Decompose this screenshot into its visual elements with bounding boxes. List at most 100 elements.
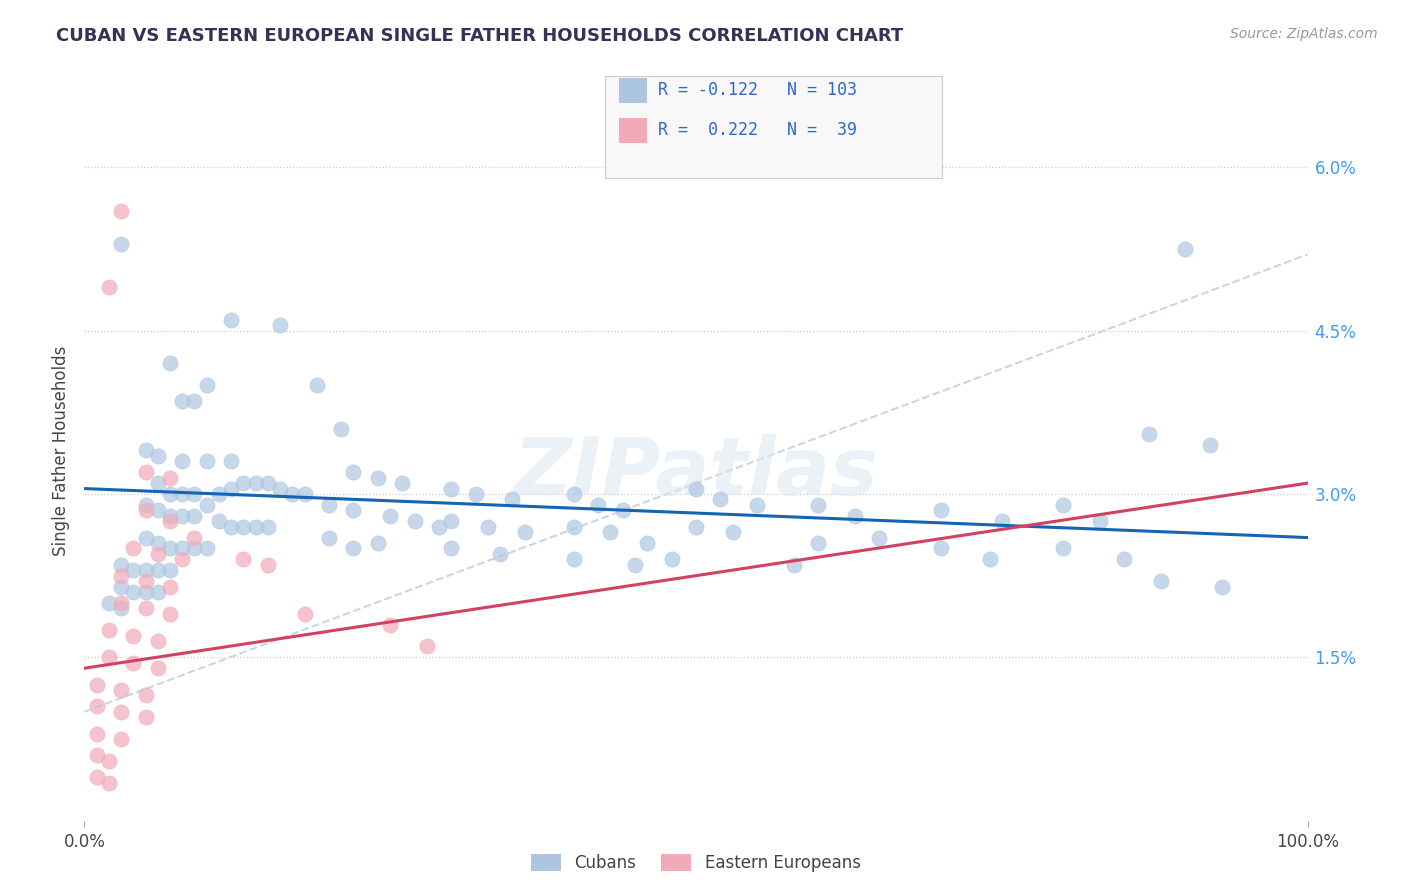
Point xyxy=(183,394,205,409)
Point xyxy=(219,519,242,533)
Text: N =  39: N = 39 xyxy=(787,121,858,139)
Point xyxy=(342,503,364,517)
Point xyxy=(159,487,181,501)
Point xyxy=(97,775,120,789)
Point xyxy=(367,471,389,485)
Point xyxy=(807,498,830,512)
Point xyxy=(380,617,402,632)
Point xyxy=(232,519,254,533)
Point xyxy=(685,519,707,533)
Point xyxy=(159,607,181,621)
Point xyxy=(122,656,145,670)
Point xyxy=(612,503,634,517)
Point xyxy=(122,563,145,577)
Point xyxy=(636,536,658,550)
Point xyxy=(1114,552,1136,566)
Point xyxy=(1150,574,1173,588)
Point xyxy=(135,503,157,517)
Point xyxy=(172,487,194,501)
Point xyxy=(122,628,145,642)
Point xyxy=(159,356,181,370)
Text: Source: ZipAtlas.com: Source: ZipAtlas.com xyxy=(1230,27,1378,41)
Point xyxy=(1211,580,1233,594)
Point xyxy=(562,487,585,501)
Point xyxy=(172,508,194,523)
Point xyxy=(219,313,242,327)
Point xyxy=(294,487,316,501)
Point xyxy=(318,498,340,512)
Point xyxy=(869,531,891,545)
Point xyxy=(135,585,157,599)
Text: CUBAN VS EASTERN EUROPEAN SINGLE FATHER HOUSEHOLDS CORRELATION CHART: CUBAN VS EASTERN EUROPEAN SINGLE FATHER … xyxy=(56,27,904,45)
Point xyxy=(1137,427,1160,442)
Point xyxy=(97,754,120,768)
Point xyxy=(172,541,194,556)
Point xyxy=(97,650,120,665)
Point xyxy=(135,689,157,703)
Point xyxy=(135,498,157,512)
Point xyxy=(807,536,830,550)
Point xyxy=(183,541,205,556)
Point xyxy=(318,531,340,545)
Point xyxy=(146,634,169,648)
Point xyxy=(159,541,181,556)
Point xyxy=(1052,498,1074,512)
Point xyxy=(257,519,280,533)
Point xyxy=(159,580,181,594)
Point xyxy=(380,508,402,523)
Point xyxy=(427,519,450,533)
Point xyxy=(624,558,647,572)
Point xyxy=(97,280,120,294)
Y-axis label: Single Father Households: Single Father Households xyxy=(52,345,70,556)
Point xyxy=(929,503,952,517)
Point xyxy=(110,596,132,610)
Point xyxy=(367,536,389,550)
Point xyxy=(599,525,621,540)
Point xyxy=(477,519,499,533)
Point xyxy=(135,465,157,479)
Point xyxy=(709,492,731,507)
Point xyxy=(489,547,512,561)
Point xyxy=(440,541,463,556)
Point xyxy=(86,770,108,784)
Point xyxy=(146,449,169,463)
Point xyxy=(232,552,254,566)
Point xyxy=(342,541,364,556)
Point xyxy=(135,574,157,588)
Point xyxy=(146,476,169,491)
Point xyxy=(440,514,463,528)
Point xyxy=(416,640,439,654)
Point xyxy=(135,443,157,458)
Point xyxy=(195,541,218,556)
Point xyxy=(135,710,157,724)
Point xyxy=(122,585,145,599)
Point xyxy=(404,514,426,528)
Point xyxy=(172,454,194,468)
Point xyxy=(844,508,866,523)
Point xyxy=(440,482,463,496)
Point xyxy=(391,476,413,491)
Point xyxy=(464,487,486,501)
Text: ZIPatlas: ZIPatlas xyxy=(513,434,879,512)
Point xyxy=(183,487,205,501)
Point xyxy=(257,558,280,572)
Point xyxy=(721,525,744,540)
Point xyxy=(172,394,194,409)
Point xyxy=(991,514,1014,528)
Point xyxy=(342,465,364,479)
Point xyxy=(122,541,145,556)
Point xyxy=(97,623,120,637)
Point xyxy=(661,552,683,566)
Point xyxy=(146,547,169,561)
Point xyxy=(146,661,169,675)
Point xyxy=(110,568,132,582)
Point xyxy=(159,514,181,528)
Point xyxy=(783,558,806,572)
Point xyxy=(257,476,280,491)
Point xyxy=(1174,242,1197,256)
Point xyxy=(146,585,169,599)
Point xyxy=(979,552,1001,566)
Point xyxy=(110,683,132,698)
Point xyxy=(183,531,205,545)
Text: R =  0.222: R = 0.222 xyxy=(658,121,758,139)
